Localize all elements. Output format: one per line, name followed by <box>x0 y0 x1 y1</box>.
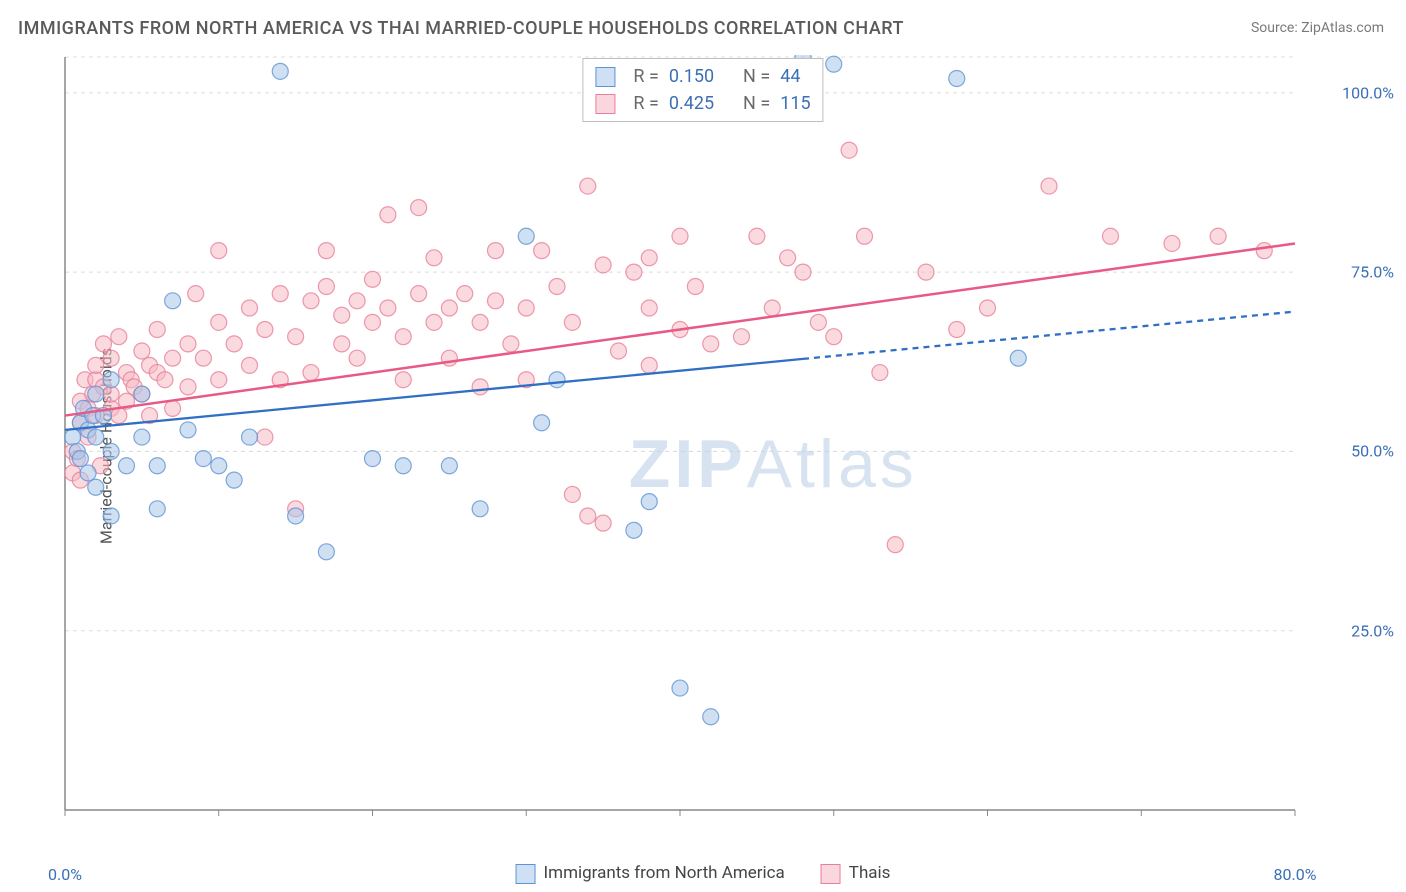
r-label: R = <box>633 63 658 90</box>
source-attribution: Source: ZipAtlas.com <box>1251 20 1384 36</box>
x-tick: 80.0% <box>1274 865 1317 884</box>
chart-title: IMMIGRANTS FROM NORTH AMERICA VS THAI MA… <box>18 18 904 39</box>
n-value-immigrants: 44 <box>780 63 800 90</box>
chart-container: IMMIGRANTS FROM NORTH AMERICA VS THAI MA… <box>0 0 1406 892</box>
source-name: ZipAtlas.com <box>1301 20 1384 36</box>
chart-svg <box>55 55 1385 845</box>
y-tick: 100.0% <box>1342 83 1394 102</box>
legend-item-thais: Thais <box>821 863 891 884</box>
legend-swatch-thais <box>821 864 841 884</box>
r-value-immigrants: 0.150 <box>669 63 714 90</box>
x-tick: 0.0% <box>48 865 82 884</box>
n-label: N = <box>743 63 770 90</box>
y-tick: 75.0% <box>1351 263 1394 282</box>
legend-label-thais: Thais <box>849 863 891 883</box>
swatch-immigrants <box>595 67 615 87</box>
source-prefix: Source: <box>1251 20 1301 36</box>
r-value-thais: 0.425 <box>669 90 714 117</box>
legend-label-immigrants: Immigrants from North America <box>544 863 785 883</box>
legend-item-immigrants: Immigrants from North America <box>516 863 785 884</box>
r-label: R = <box>633 90 658 117</box>
legend-swatch-immigrants <box>516 864 536 884</box>
stats-row-thais: R = 0.425 N = 115 <box>595 90 810 117</box>
y-tick: 25.0% <box>1351 621 1394 640</box>
stats-row-immigrants: R = 0.150 N = 44 <box>595 63 810 90</box>
swatch-thais <box>595 94 615 114</box>
stats-legend: R = 0.150 N = 44 R = 0.425 N = 115 <box>582 58 823 122</box>
plot-area <box>55 55 1385 845</box>
bottom-legend: Immigrants from North America Thais <box>516 863 891 884</box>
n-label: N = <box>743 90 770 117</box>
n-value-thais: 115 <box>780 90 810 117</box>
y-tick: 50.0% <box>1351 442 1394 461</box>
